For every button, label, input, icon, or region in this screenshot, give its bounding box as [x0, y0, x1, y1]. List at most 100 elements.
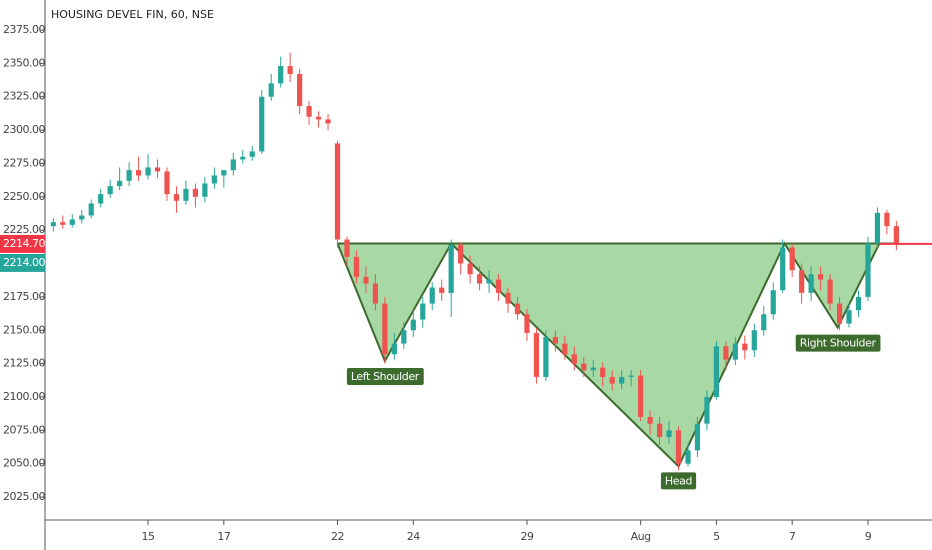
candle-body [372, 283, 379, 304]
candle-body [259, 96, 265, 152]
x-tick-label: 22 [331, 530, 344, 543]
candle-body [410, 319, 416, 331]
candle-body [154, 167, 161, 172]
last-price-label: 2214.70 [3, 237, 45, 250]
candle-body [514, 303, 521, 315]
candle-body [315, 116, 322, 120]
candle-body [846, 310, 852, 324]
candle-body [827, 279, 833, 304]
candle-body [60, 222, 66, 225]
candle-body [865, 243, 871, 297]
candle-body [221, 170, 227, 176]
last-price-box [0, 234, 45, 253]
candle-body [382, 303, 388, 355]
pattern-area [337, 243, 880, 467]
candle-body [704, 396, 710, 424]
candle-body [751, 330, 757, 351]
candle-body [533, 332, 540, 377]
candle-body [495, 279, 502, 293]
candle-body [571, 354, 577, 364]
candle-body [505, 292, 511, 304]
candle-body [173, 194, 180, 201]
candle-body [183, 188, 189, 201]
candle-body [789, 247, 795, 271]
x-tick-label: 7 [789, 530, 796, 543]
y-tick-label: 2250.00 [3, 190, 45, 203]
candle-body [808, 274, 814, 293]
candle-body [240, 156, 246, 160]
candle-body [391, 343, 397, 355]
candle-body [543, 336, 549, 377]
y-tick-label: 2025.00 [3, 490, 45, 503]
x-tick-label: 29 [520, 530, 533, 543]
chart-title: HOUSING DEVEL FIN, 60, NSE [51, 8, 214, 21]
pattern-label: Right Shoulder [795, 334, 881, 352]
y-tick-label: 2100.00 [3, 390, 45, 403]
candle-body [723, 346, 729, 360]
candle-body [448, 244, 454, 293]
candle-body [420, 303, 426, 320]
candle-body [353, 256, 360, 277]
y-tick-label: 2050.00 [3, 457, 45, 470]
y-tick-label: 2125.00 [3, 357, 45, 370]
candle-body [524, 314, 530, 333]
x-tick-label: 24 [407, 530, 420, 543]
candle-body [429, 287, 435, 304]
candle-body [609, 376, 615, 384]
candle-body [713, 346, 720, 397]
candle-body [552, 336, 558, 344]
candle-body [164, 171, 170, 195]
x-tick-label: 15 [142, 530, 155, 543]
candle-body [855, 296, 862, 311]
candle-body [117, 180, 123, 187]
pattern-label-text: Left Shoulder [351, 370, 420, 383]
candle-body [836, 303, 843, 324]
candle-body [666, 430, 672, 438]
y-tick-label: 2300.00 [3, 123, 45, 136]
y-tick-label: 2150.00 [3, 323, 45, 336]
candle-body [732, 343, 738, 360]
pattern-label-box [346, 367, 424, 385]
candle-body [211, 175, 217, 184]
plot-area: Left Shoulder Head Right Shoulder [50, 52, 899, 490]
candle-body [619, 376, 625, 384]
candle-body [401, 330, 407, 344]
pattern-label-text: Head [665, 474, 692, 487]
candle-body [656, 423, 663, 438]
candle-body [476, 274, 483, 284]
candle-body [202, 183, 208, 197]
pattern-label-box [660, 472, 697, 490]
candle-body [230, 159, 236, 171]
x-tick-label: Aug [631, 530, 651, 543]
candle-body [69, 219, 75, 225]
candle-body [742, 343, 748, 351]
candle-body [884, 212, 890, 227]
candle-body [297, 74, 303, 107]
candle-body [268, 83, 274, 97]
candle-body [486, 279, 492, 284]
pattern-label-box [795, 334, 881, 352]
candle-body [817, 274, 824, 280]
candle-body [761, 314, 767, 331]
candle-body [628, 375, 634, 377]
candle-body [770, 290, 776, 315]
candle-body [287, 66, 293, 75]
y-tick-label: 2175.00 [3, 290, 45, 303]
candle-body [874, 212, 881, 244]
x-tick-label: 17 [217, 530, 230, 543]
candle-body [590, 367, 596, 371]
candle-body [249, 151, 255, 157]
candle-body [325, 119, 331, 124]
candle-body [344, 239, 350, 257]
y-tick-label: 2275.00 [3, 156, 45, 169]
candle-body [780, 247, 786, 291]
candle-body [600, 367, 606, 377]
candle-body [126, 170, 132, 181]
candle-body [363, 276, 369, 284]
y-tick-label: 2325.00 [3, 90, 45, 103]
y-tick-label: 2225.00 [3, 223, 45, 236]
candle-body [192, 188, 199, 197]
candle-body [98, 194, 104, 204]
y-tick-label: 2075.00 [3, 423, 45, 436]
